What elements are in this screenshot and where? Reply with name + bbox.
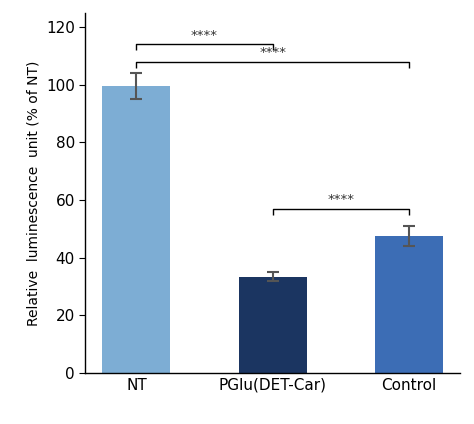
Y-axis label: Relative  luminescence  unit (% of NT): Relative luminescence unit (% of NT) bbox=[27, 60, 40, 326]
Bar bbox=[102, 86, 171, 373]
Text: ****: **** bbox=[259, 46, 286, 59]
Text: ****: **** bbox=[191, 29, 218, 42]
Text: ****: **** bbox=[327, 193, 354, 206]
Bar bbox=[238, 276, 307, 373]
Bar bbox=[374, 236, 443, 373]
